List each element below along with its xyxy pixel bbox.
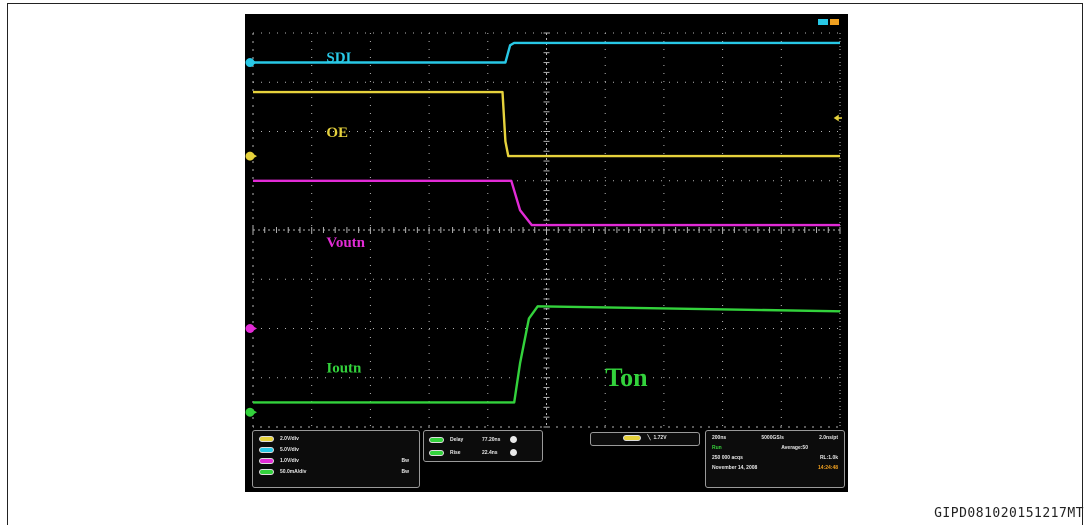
trace-sdi xyxy=(253,41,840,64)
figure-id: GIPD081020151217MT xyxy=(934,506,1084,521)
acquisition-panel: 200ns 5000GS/s 2.0ns/pt Run Average:50 2… xyxy=(705,430,845,488)
acquisition-time: 14:24:48 xyxy=(817,465,838,471)
measurement-rise-name: Rise xyxy=(450,449,461,456)
channel-1-scale-label: 2.0V/div xyxy=(280,435,299,442)
scope-traces xyxy=(253,41,841,404)
run-state: Run xyxy=(712,445,722,451)
sample-rate-value: 5000GS/s xyxy=(761,435,784,441)
channel-4-bandwidth-flag: Bw xyxy=(401,468,410,475)
resolution-value: 2.0ns/pt xyxy=(819,435,838,441)
acquisition-timebase-row: 200ns 5000GS/s 2.0ns/pt xyxy=(706,433,844,443)
acquisition-state-row: Run Average:50 xyxy=(706,443,844,453)
channel-2-color-pill xyxy=(259,446,274,453)
measurement-rise-pill xyxy=(429,449,444,456)
trace-ioutn xyxy=(253,305,841,404)
scope-grid xyxy=(252,32,841,428)
trace-label-oe: OE xyxy=(326,125,348,141)
acquisition-count-row: 250 000 acqs RL:1.0k xyxy=(706,453,844,463)
trace-label-ton: Ton xyxy=(605,363,648,392)
measurement-rise-value: 22.4ns xyxy=(482,449,498,456)
trigger-edge-icon: ╲ xyxy=(647,435,651,441)
channel-marker-arrow-voutn xyxy=(250,324,257,333)
channel-scale-panel: 2.0V/div 5.0V/div 1.0V/div Bw 50.0mA/div… xyxy=(252,430,420,488)
trigger-level-value: 1.72V xyxy=(653,435,667,441)
record-length: RL:1.0k xyxy=(819,455,838,461)
trace-oe xyxy=(253,90,840,158)
scope-status-strip xyxy=(245,14,848,32)
channel-3-scale: 1.0V/div Bw xyxy=(253,455,419,466)
measurement-delay-indicator xyxy=(510,436,517,443)
channel-marker-arrow-sdi xyxy=(250,58,257,67)
measurement-rise-indicator xyxy=(510,449,517,456)
figure-frame xyxy=(7,3,1083,525)
acquisition-date: November 14, 2008 xyxy=(712,465,758,471)
scope-status-icon xyxy=(830,19,839,25)
trigger-panel: ╲ 1.72V xyxy=(590,432,700,446)
scope-labels: SDI OE Voutn Ioutn Ton xyxy=(326,50,648,392)
trace-voutn xyxy=(253,179,840,227)
trigger-level-arrow xyxy=(833,114,842,122)
scope-status-icon xyxy=(818,19,828,25)
acquisition-mode: Average:50 xyxy=(781,445,808,451)
acquisition-count: 250 000 acqs xyxy=(712,455,743,461)
channel-markers xyxy=(245,58,257,417)
measurement-rise: Rise 22.4ns xyxy=(424,446,542,459)
channel-1-scale: 2.0V/div xyxy=(253,433,419,444)
measurement-delay: Delay 77.20ns xyxy=(424,433,542,446)
channel-4-scale: 50.0mA/div Bw xyxy=(253,466,419,477)
trigger-readout: ╲ 1.72V xyxy=(591,433,699,443)
measurement-delay-pill xyxy=(429,436,444,443)
measurement-panel: Delay 77.20ns Rise 22.4ns xyxy=(423,430,543,462)
grid-border xyxy=(252,32,841,428)
trace-label-sdi: SDI xyxy=(326,50,351,66)
channel-2-scale-label: 5.0V/div xyxy=(280,446,299,453)
channel-1-color-pill xyxy=(259,435,274,442)
channel-4-color-pill xyxy=(259,468,274,475)
acquisition-date-row: November 14, 2008 14:24:48 xyxy=(706,463,844,473)
channel-2-scale: 5.0V/div xyxy=(253,444,419,455)
timebase-value: 200ns xyxy=(712,435,727,441)
trace-label-voutn: Voutn xyxy=(326,235,365,251)
trace-label-ioutn: Ioutn xyxy=(326,360,362,376)
trigger-source-pill xyxy=(623,435,642,441)
channel-4-scale-label: 50.0mA/div xyxy=(280,468,307,475)
channel-3-color-pill xyxy=(259,457,274,464)
channel-marker-arrow-oe xyxy=(250,152,257,161)
channel-marker-arrow-ioutn xyxy=(250,408,257,417)
measurement-delay-value: 77.20ns xyxy=(482,436,501,443)
measurement-delay-name: Delay xyxy=(450,436,464,443)
channel-3-bandwidth-flag: Bw xyxy=(401,457,410,464)
channel-3-scale-label: 1.0V/div xyxy=(280,457,299,464)
